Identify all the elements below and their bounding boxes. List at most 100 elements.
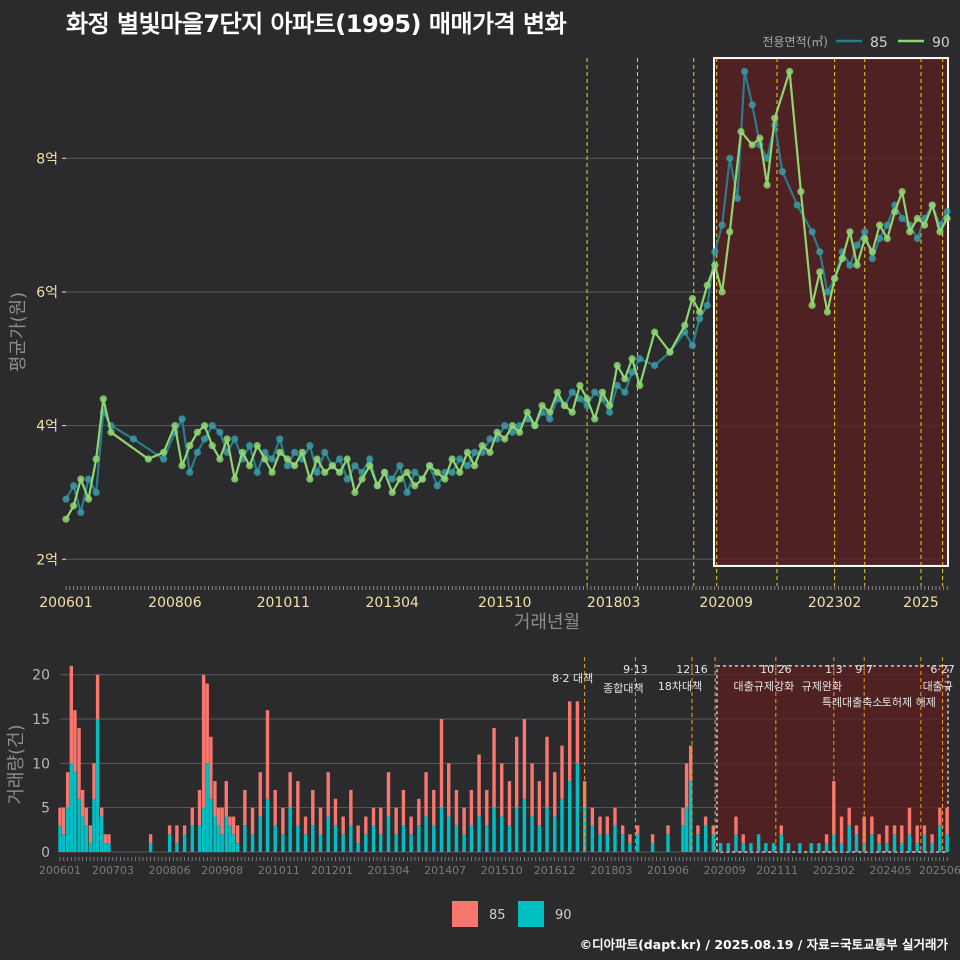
bar-90: [666, 834, 670, 852]
bar-85: [688, 745, 693, 782]
bar-90: [432, 825, 436, 852]
bar-90: [575, 763, 580, 852]
bar-90: [220, 834, 224, 852]
data-point-90: [681, 321, 689, 329]
bar-85: [386, 772, 391, 817]
data-point-85: [343, 475, 351, 483]
bar-90: [771, 843, 776, 852]
x-tick-label: 200601: [39, 595, 92, 611]
data-point-90: [84, 495, 93, 503]
bar-90: [613, 825, 617, 852]
policy-label: 특례대출축소: [822, 696, 883, 709]
bar-85: [379, 807, 383, 835]
bar-90: [273, 825, 277, 852]
data-point-85: [411, 468, 419, 476]
legend-label-90: 90: [932, 35, 950, 51]
volume-x-tick-label: 200806: [149, 864, 191, 877]
bar-90: [311, 825, 315, 852]
bar-85: [409, 816, 413, 835]
bar-90: [69, 763, 74, 852]
series-90: [62, 67, 951, 523]
data-point-85: [793, 201, 801, 209]
bar-85: [341, 816, 345, 835]
bar-90: [201, 807, 206, 852]
data-point-90: [628, 355, 636, 363]
data-point-90: [336, 468, 344, 476]
data-point-85: [193, 448, 201, 456]
bar-90: [58, 825, 62, 852]
bar-85: [417, 798, 421, 826]
volume-y-tick-label: 15: [32, 712, 50, 728]
bar-85: [66, 772, 70, 808]
bar-85: [213, 781, 217, 817]
bar-90: [832, 834, 836, 852]
data-point-85: [62, 495, 70, 503]
bar-85: [88, 825, 93, 844]
data-point-85: [201, 435, 209, 443]
bar-85: [734, 816, 738, 835]
data-point-90: [246, 462, 254, 470]
data-point-90: [463, 448, 471, 456]
data-point-90: [471, 462, 479, 470]
bar-85: [258, 772, 262, 817]
bar-85: [492, 727, 496, 808]
bar-85: [432, 789, 436, 826]
data-point-90: [433, 468, 441, 476]
data-point-85: [733, 194, 742, 202]
data-point-90: [358, 475, 366, 483]
data-point-85: [208, 422, 216, 430]
data-point-90: [62, 515, 70, 523]
data-point-85: [283, 462, 291, 470]
bar-85: [107, 834, 111, 844]
bar-90: [326, 816, 330, 852]
bar-85: [175, 825, 179, 844]
data-point-85: [913, 234, 922, 243]
bar-90: [401, 825, 406, 852]
data-point-90: [943, 214, 951, 223]
data-point-85: [448, 468, 456, 476]
bar-85: [209, 736, 213, 799]
volume-y-tick-label: 10: [32, 756, 50, 772]
bar-85: [500, 763, 504, 817]
bar-85: [938, 807, 942, 826]
volume-x-tick-label: 200908: [201, 864, 243, 877]
volume-x-tick-label: 201612: [534, 864, 576, 877]
data-point-85: [129, 435, 138, 443]
bar-90: [288, 807, 292, 852]
bar-85: [681, 807, 685, 826]
bar-85: [635, 825, 640, 835]
legend-swatch-90: [518, 901, 544, 927]
bar-85: [326, 772, 330, 817]
data-point-85: [688, 341, 697, 350]
data-point-90: [261, 455, 269, 463]
data-point-90: [231, 475, 239, 483]
data-point-90: [493, 428, 501, 436]
bar-85: [216, 807, 221, 826]
bar-85: [945, 807, 949, 835]
volume-x-tick-label: 202009: [704, 864, 746, 877]
bar-85: [273, 789, 277, 826]
data-point-90: [561, 401, 569, 410]
data-point-90: [523, 408, 531, 416]
bar-90: [514, 807, 519, 852]
data-point-90: [396, 475, 404, 483]
data-point-85: [651, 361, 659, 370]
data-point-85: [253, 468, 261, 476]
data-point-90: [748, 141, 756, 149]
y-tick-label: 2억: [36, 552, 58, 568]
bar-90: [469, 825, 474, 852]
data-point-90: [808, 301, 816, 309]
bar-90: [84, 825, 88, 852]
data-point-90: [77, 475, 85, 483]
data-point-90: [583, 395, 591, 403]
bar-85: [537, 781, 542, 826]
bar-85: [703, 816, 708, 826]
data-point-90: [823, 308, 832, 316]
bar-85: [514, 736, 519, 808]
bar-90: [231, 834, 236, 852]
x-tick-label: 201011: [257, 595, 310, 611]
bar-85: [469, 789, 474, 826]
data-point-90: [531, 422, 539, 430]
data-point-90: [726, 228, 734, 236]
data-point-90: [253, 442, 261, 450]
